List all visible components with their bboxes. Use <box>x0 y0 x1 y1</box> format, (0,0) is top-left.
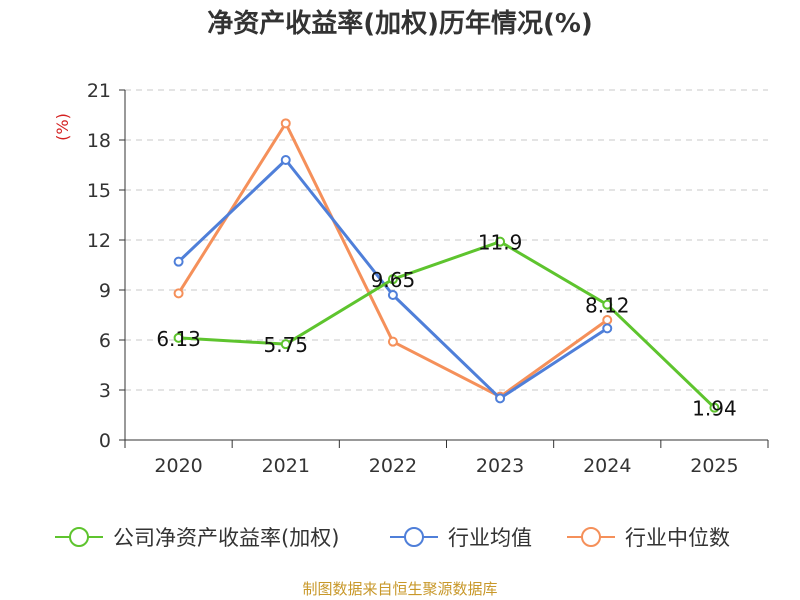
series-lines <box>173 118 720 413</box>
gridlines <box>125 89 768 391</box>
data-point <box>602 299 613 310</box>
source-note: 制图数据来自恒生聚源数据库 <box>302 580 497 598</box>
x-tick-label: 2023 <box>476 455 524 477</box>
y-ticks: 0 3 6 9 12 15 18 21 <box>87 80 125 452</box>
x-tick-label: 2024 <box>583 455 631 477</box>
legend[interactable]: 公司净资产收益率(加权) 行业均值 行业中位数 <box>55 526 730 550</box>
legend-label: 行业均值 <box>448 526 532 550</box>
data-point <box>173 256 184 267</box>
y-tick-label: 9 <box>99 280 111 302</box>
y-tick-label: 15 <box>87 180 111 202</box>
y-tick-label: 21 <box>87 80 111 102</box>
x-ticks: 2020 2021 2022 2023 2024 2025 <box>124 440 769 477</box>
y-tick-label: 0 <box>99 430 111 452</box>
legend-swatch-marker <box>581 527 601 547</box>
x-tick-label: 2020 <box>154 455 202 477</box>
axes <box>124 90 768 441</box>
chart-title: 净资产收益率(加权)历年情况(%) <box>207 8 593 39</box>
y-tick-label: 3 <box>99 380 111 402</box>
data-label: 8.12 <box>585 294 630 318</box>
data-point <box>387 336 398 347</box>
data-point <box>387 290 398 300</box>
y-tick-label: 6 <box>99 330 111 352</box>
data-label: 11.9 <box>478 231 523 255</box>
data-point <box>173 288 184 299</box>
legend-swatch-marker <box>69 527 89 547</box>
legend-label: 公司净资产收益率(加权) <box>113 526 339 550</box>
data-point <box>280 155 291 165</box>
data-point <box>387 274 398 285</box>
data-label: 6.13 <box>156 327 201 351</box>
legend-swatch-marker <box>404 527 424 547</box>
x-tick-label: 2021 <box>262 455 310 477</box>
data-point <box>495 236 506 247</box>
series-line <box>177 121 609 399</box>
x-tick-label: 2022 <box>369 455 417 477</box>
data-point <box>280 339 291 350</box>
data-point <box>280 118 291 129</box>
y-tick-label: 18 <box>87 130 111 152</box>
legend-label: 行业中位数 <box>625 526 730 550</box>
data-label: 5.75 <box>263 333 308 357</box>
series-line <box>178 240 716 409</box>
data-point <box>709 402 720 413</box>
y-axis-label: (%) <box>53 113 72 141</box>
x-tick-label: 2025 <box>690 455 738 477</box>
data-label: 9.65 <box>371 268 416 292</box>
data-labels: 6.13 5.75 9.65 11.9 8.12 1.94 <box>156 231 736 421</box>
data-label: 1.94 <box>692 397 737 421</box>
data-point <box>602 323 613 334</box>
data-point <box>495 393 506 404</box>
data-point <box>173 332 184 343</box>
y-tick-label: 12 <box>87 230 111 252</box>
